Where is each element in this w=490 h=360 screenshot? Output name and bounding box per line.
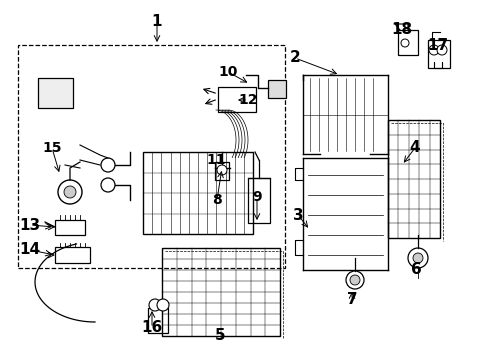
Circle shape — [101, 178, 115, 192]
Circle shape — [429, 45, 439, 55]
Circle shape — [101, 158, 115, 172]
Circle shape — [408, 248, 428, 268]
Bar — [215, 162, 229, 180]
Circle shape — [157, 299, 169, 311]
Text: 5: 5 — [215, 328, 225, 342]
Text: 16: 16 — [142, 320, 163, 336]
Bar — [38, 78, 73, 108]
Circle shape — [149, 299, 161, 311]
Bar — [55, 247, 90, 263]
Text: 8: 8 — [212, 193, 222, 207]
Text: 7: 7 — [347, 292, 357, 307]
Bar — [55, 220, 85, 235]
Circle shape — [64, 186, 76, 198]
Bar — [218, 87, 256, 112]
Text: 12: 12 — [238, 93, 258, 107]
Bar — [18, 45, 285, 268]
Text: 4: 4 — [410, 140, 420, 156]
Bar — [143, 152, 253, 234]
Text: 15: 15 — [42, 141, 62, 155]
Text: 17: 17 — [427, 37, 448, 53]
Bar — [268, 80, 286, 98]
Bar — [148, 308, 168, 333]
Text: 1: 1 — [152, 14, 162, 30]
Circle shape — [346, 271, 364, 289]
Bar — [248, 178, 270, 223]
Circle shape — [413, 253, 423, 263]
Circle shape — [350, 275, 360, 285]
Circle shape — [217, 165, 227, 175]
Text: 18: 18 — [392, 22, 413, 37]
Text: 6: 6 — [411, 262, 421, 278]
Text: 10: 10 — [219, 65, 238, 79]
Bar — [398, 30, 418, 55]
Bar — [162, 248, 280, 336]
Text: 9: 9 — [252, 190, 262, 204]
Circle shape — [437, 45, 447, 55]
Text: 11: 11 — [206, 153, 226, 167]
Circle shape — [58, 180, 82, 204]
Text: 14: 14 — [20, 243, 41, 257]
Bar — [388, 120, 440, 238]
Text: 13: 13 — [20, 217, 41, 233]
Bar — [428, 40, 450, 68]
Circle shape — [401, 39, 409, 47]
Text: 3: 3 — [293, 207, 303, 222]
Text: 2: 2 — [290, 50, 300, 66]
